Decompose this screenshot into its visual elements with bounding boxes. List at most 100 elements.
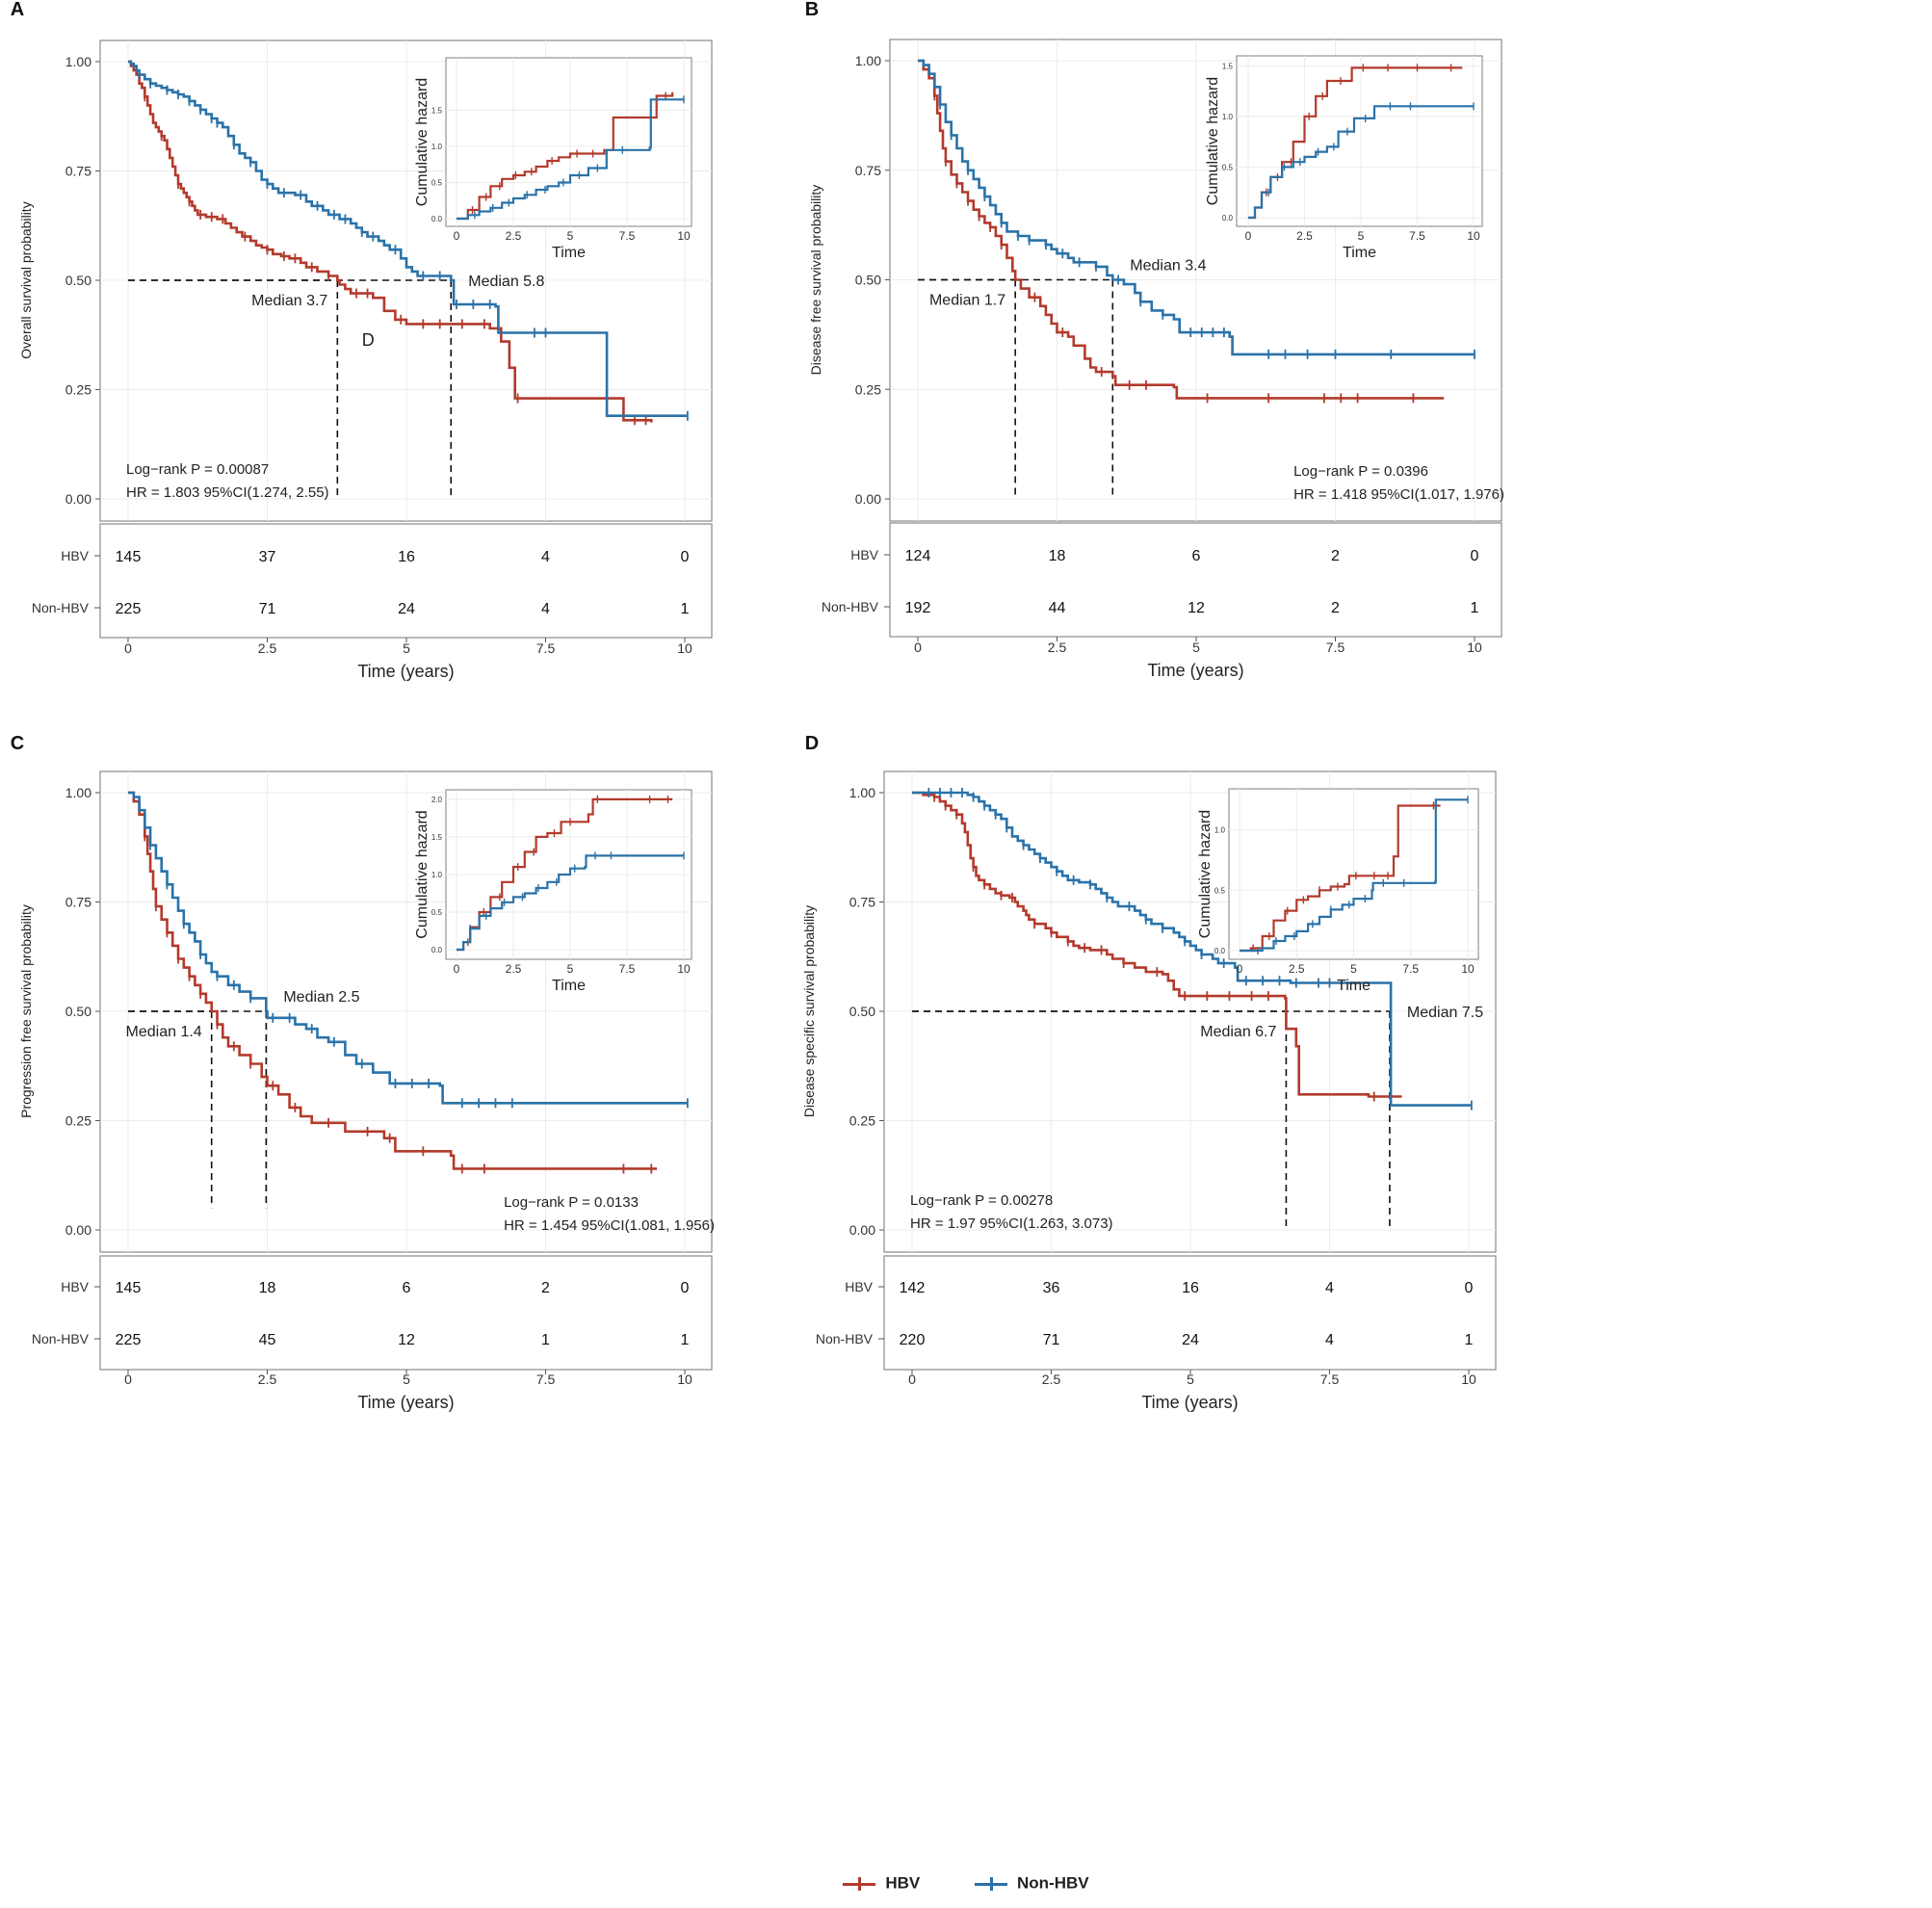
y-tick-label: 0.25 [65,382,91,398]
y-tick-label: 0.25 [849,1113,875,1129]
risk-count: 4 [1325,1280,1334,1296]
legend-item-non-hbv: Non-HBV [975,1873,1089,1894]
risk-count: 4 [541,549,550,565]
risk-count: 4 [541,601,550,617]
risk-count: 0 [681,1280,690,1296]
inset-y-tick-label: 1.5 [431,107,443,116]
inset-x-tick-label: 0 [454,962,460,976]
median-label: Median 1.4 [126,1024,202,1040]
risk-count: 37 [259,549,276,565]
x-tick-label: 0 [914,640,922,655]
risk-group-label: HBV [61,1279,89,1294]
inset-x-tick-label: 10 [677,962,691,976]
stats-text: Log−rank P = 0.0133 [504,1194,639,1211]
median-label: Median 7.5 [1407,1005,1483,1021]
inset-x-tick-label: 10 [1467,229,1480,243]
y-axis-title: Overall survival probability [18,201,34,358]
legend-label-non-hbv: Non-HBV [1017,1873,1089,1893]
inset-x-tick-label: 0 [454,229,460,243]
x-axis-title: Time (years) [357,662,454,681]
risk-table: HBV 145 37 16 4 0 Non-HBV 225 71 24 4 1 [32,523,713,639]
inset-y-axis-title: Cumulative hazard [414,78,431,206]
inset-y-tick-label: 1.0 [431,143,443,151]
inset-curve-non-hbv [457,854,684,952]
x-tick-label: 5 [1187,1372,1194,1387]
km-curve-hbv [912,791,1402,1098]
risk-count: 2 [541,1280,550,1296]
risk-count: 1 [681,601,690,617]
y-tick-label: 0.00 [65,491,91,507]
stats-text: Log−rank P = 0.00278 [910,1192,1053,1209]
risk-count: 1 [681,1332,690,1348]
risk-table-frame [889,522,1502,638]
inset-y-tick-label: 0.0 [431,215,443,223]
y-tick-label: 1.00 [849,785,875,800]
x-tick-label: 7.5 [536,640,556,656]
x-tick-label: 5 [1192,640,1200,655]
x-tick-label: 10 [677,1372,692,1387]
inset-curve-hbv [457,797,673,952]
panel-label: D [805,733,819,754]
x-tick-label: 2.5 [1048,640,1067,655]
stats-text: Log−rank P = 0.00087 [126,461,269,478]
risk-count: 2 [1331,600,1340,616]
risk-count: 0 [1471,548,1479,564]
x-tick-label: 0 [124,640,132,656]
inset-curve-hbv [457,91,674,221]
risk-count: 16 [398,549,415,565]
risk-count: 6 [1192,548,1201,564]
x-tick-label: 5 [403,1372,410,1387]
risk-count: 36 [1043,1280,1060,1296]
x-tick-label: 10 [1461,1372,1476,1387]
inset-y-tick-label: 1.5 [1222,62,1234,70]
inset-y-axis-title: Cumulative hazard [1205,77,1221,205]
risk-table-frame [99,523,713,639]
inset-x-tick-label: 10 [677,229,691,243]
y-tick-label: 1.00 [65,54,91,69]
inset-y-tick-label: 0.5 [1222,163,1234,171]
inset-frame [1236,55,1483,227]
inset-plot: 0.0 0.5 1.0 1.5 2.0 0 2.5 5 7.5 10 Time Cumulative … [414,789,692,994]
risk-count: 12 [398,1332,415,1348]
risk-count: 124 [905,548,931,564]
risk-count: 24 [1182,1332,1199,1348]
median-label: Median 5.8 [468,274,544,290]
risk-count: 0 [1465,1280,1474,1296]
x-tick-label: 2.5 [258,1372,277,1387]
risk-count: 4 [1325,1332,1334,1348]
inset-x-tick-label: 2.5 [506,229,522,243]
x-tick-label: 2.5 [258,640,277,656]
y-axis-title: Disease free survival probability [808,185,823,376]
median-label: Median 3.4 [1130,258,1206,274]
inset-plot: 0.0 0.5 1.0 0 2.5 5 7.5 10 Time Cumulative hazard [1197,788,1479,994]
x-tick-label: 2.5 [1042,1372,1061,1387]
panel-label: B [805,0,819,20]
y-tick-label: 0.50 [849,1004,875,1019]
y-tick-label: 0.75 [855,163,881,178]
inset-x-tick-label: 7.5 [619,962,636,976]
y-tick-label: 0.75 [65,895,91,910]
inset-curve-hbv [1240,804,1441,953]
risk-count: 225 [116,601,142,617]
inset-x-tick-label: 2.5 [506,962,522,976]
y-tick-label: 0.25 [855,381,881,397]
inset-x-axis-title: Time [552,245,586,261]
x-tick-label: 7.5 [1320,1372,1340,1387]
x-axis-title: Time (years) [1147,661,1243,680]
risk-group-label: Non-HBV [816,1331,874,1346]
x-tick-label: 10 [677,640,692,656]
risk-count: 1 [1465,1332,1474,1348]
inset-y-tick-label: 1.5 [431,833,443,842]
x-tick-label: 7.5 [1326,640,1345,655]
median-label: Median 1.7 [929,293,1005,309]
inset-y-tick-label: 0.5 [431,908,443,917]
inset-x-tick-label: 2.5 [1296,229,1313,243]
inset-y-tick-label: 0.5 [431,179,443,188]
risk-table-frame [99,1255,713,1371]
risk-count: 225 [116,1332,142,1348]
x-tick-label: 0 [124,1372,132,1387]
y-tick-label: 1.00 [855,53,881,68]
